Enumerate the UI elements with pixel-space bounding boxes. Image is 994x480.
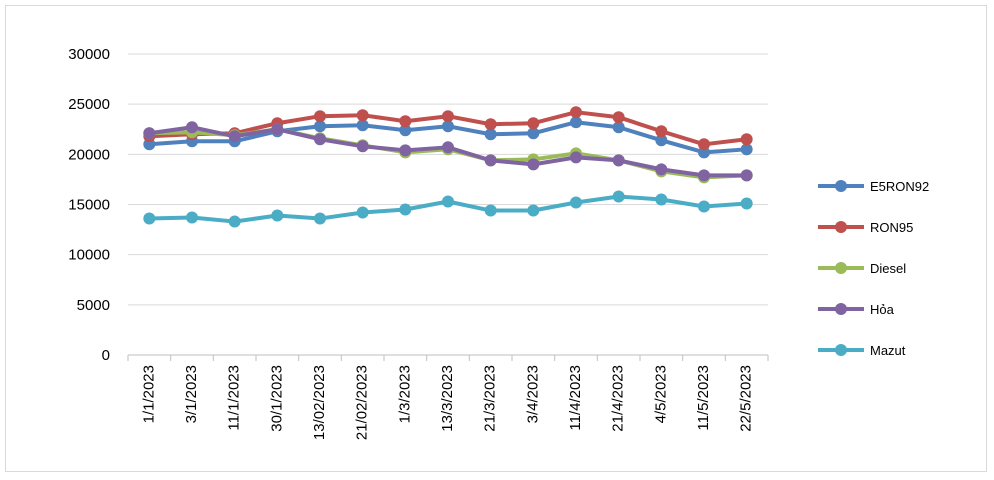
gridlines (128, 53, 768, 306)
data-point (612, 111, 625, 124)
series-ron95 (143, 106, 753, 151)
data-point (655, 193, 668, 206)
data-point (740, 133, 753, 146)
legend: E5RON92 RON95 Diesel Hỏa Mazut (818, 179, 929, 358)
legend-item: RON95 (818, 220, 913, 235)
series-mazut (143, 190, 753, 228)
data-point (484, 128, 497, 141)
x-tick-label: 22/5/2023 (738, 365, 755, 432)
data-point (356, 140, 369, 153)
data-point (484, 154, 497, 167)
data-point (655, 163, 668, 176)
legend-label: RON95 (870, 220, 913, 235)
data-point (655, 134, 668, 147)
legend-item: Diesel (818, 261, 906, 276)
series-layer (143, 106, 753, 228)
data-point (570, 116, 582, 129)
data-point (484, 204, 497, 217)
x-tick-label: 1/1/2023 (140, 365, 157, 423)
x-tick-label: 11/1/2023 (226, 365, 243, 431)
data-point (527, 117, 540, 130)
data-point (399, 203, 412, 216)
data-point (527, 204, 540, 217)
data-point (314, 120, 326, 133)
data-point (399, 115, 412, 128)
data-point (570, 106, 582, 119)
data-point (612, 154, 625, 167)
y-tick-label: 30000 (68, 46, 110, 63)
legend-label: Mazut (870, 343, 906, 358)
data-point (271, 123, 284, 136)
data-point (570, 151, 582, 164)
x-tick-label: 1/3/2023 (396, 365, 413, 423)
data-point (698, 169, 710, 182)
data-point (612, 190, 625, 203)
data-point (228, 130, 241, 143)
data-point (271, 209, 284, 222)
series-hỏa (143, 121, 753, 182)
data-point (740, 197, 753, 210)
x-tick-label: 30/1/2023 (268, 365, 285, 432)
data-point (612, 121, 625, 134)
data-point (186, 211, 198, 224)
data-point (442, 141, 454, 154)
x-tick-label: 13/02/2023 (311, 365, 328, 440)
x-tick-label: 21/4/2023 (610, 365, 627, 432)
y-tick-label: 15000 (68, 197, 110, 214)
legend-item: Mazut (818, 343, 906, 358)
data-point (314, 110, 326, 123)
data-point (314, 133, 326, 146)
legend-swatch-marker (835, 180, 847, 192)
y-tick-label: 10000 (68, 247, 110, 264)
legend-swatch-marker (835, 262, 847, 274)
y-tick-label: 25000 (68, 96, 110, 113)
x-tick-label: 21/3/2023 (482, 365, 499, 432)
data-point (442, 110, 454, 123)
data-point (740, 169, 753, 182)
data-point (570, 196, 582, 209)
data-point (484, 118, 497, 131)
data-point (698, 138, 710, 151)
x-tick-label: 3/1/2023 (183, 365, 200, 423)
data-point (399, 124, 412, 137)
data-point (442, 120, 454, 133)
x-tick-label: 11/5/2023 (695, 365, 712, 431)
data-point (527, 158, 540, 171)
y-tick-label: 5000 (77, 297, 110, 314)
data-point (356, 119, 369, 132)
data-point (228, 215, 241, 228)
legend-swatch-marker (835, 303, 847, 315)
legend-swatch-marker (835, 344, 847, 356)
legend-item: Hỏa (818, 302, 895, 317)
data-point (655, 125, 668, 138)
x-tick-label: 4/5/2023 (652, 365, 669, 423)
data-point (399, 144, 412, 157)
x-tick-label: 21/02/2023 (354, 365, 371, 440)
data-point (143, 127, 156, 140)
legend-swatch-marker (835, 221, 847, 233)
legend-label: Diesel (870, 261, 906, 276)
x-tick-label: 3/4/2023 (524, 365, 541, 423)
y-tick-label: 0 (102, 347, 110, 364)
data-point (356, 109, 369, 122)
data-point (698, 200, 710, 213)
data-point (314, 212, 326, 225)
data-point (186, 121, 198, 134)
chart-frame (5, 5, 987, 472)
y-axis-ticks: 0 5000 10000 15000 20000 25000 30000 (68, 46, 110, 364)
data-point (356, 206, 369, 219)
data-point (527, 127, 540, 140)
x-axis: 1/1/2023 3/1/2023 11/1/2023 30/1/2023 13/02/… (127, 354, 769, 440)
x-tick-label: 13/3/2023 (439, 365, 456, 432)
legend-label: Hỏa (870, 302, 895, 317)
legend-label: E5RON92 (870, 179, 929, 194)
x-tick-label: 11/4/2023 (567, 365, 584, 431)
data-point (442, 195, 454, 208)
data-point (740, 143, 753, 156)
legend-item: E5RON92 (818, 179, 929, 194)
y-tick-label: 20000 (68, 146, 110, 163)
data-point (143, 212, 156, 225)
